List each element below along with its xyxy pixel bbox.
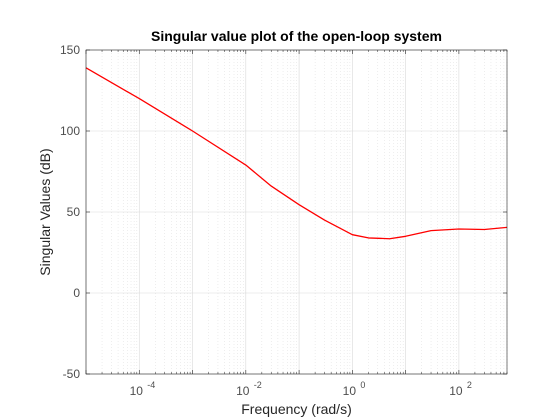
y-tick-labels: -50 0 50 100 150 [60, 43, 80, 381]
series-line-sigma [85, 67, 508, 240]
x-tick-label: 10 [343, 384, 357, 398]
y-axis-label: Singular Values (dB) [37, 148, 53, 275]
series-layer [85, 67, 508, 240]
y-tick-label: -50 [63, 367, 81, 381]
x-tick-label: 10 [130, 384, 144, 398]
x-tick-label-exponent: -2 [254, 380, 262, 390]
x-axis-label: Frequency (rad/s) [241, 401, 351, 417]
x-tick-label-exponent: 0 [360, 380, 365, 390]
y-tick-label: 100 [60, 124, 80, 138]
chart-title: Singular value plot of the open-loop sys… [151, 28, 442, 44]
y-tick-label: 0 [73, 286, 80, 300]
axis-ticks [85, 49, 508, 375]
x-tick-label: 10 [236, 384, 250, 398]
y-tick-label: 50 [67, 205, 81, 219]
x-tick-label: 10 [449, 384, 463, 398]
x-tick-labels: 10 -4 10 -2 10 0 10 2 [130, 380, 472, 398]
x-tick-label-exponent: -4 [147, 380, 155, 390]
y-tick-label: 150 [60, 43, 80, 57]
x-tick-label-exponent: 2 [467, 380, 472, 390]
